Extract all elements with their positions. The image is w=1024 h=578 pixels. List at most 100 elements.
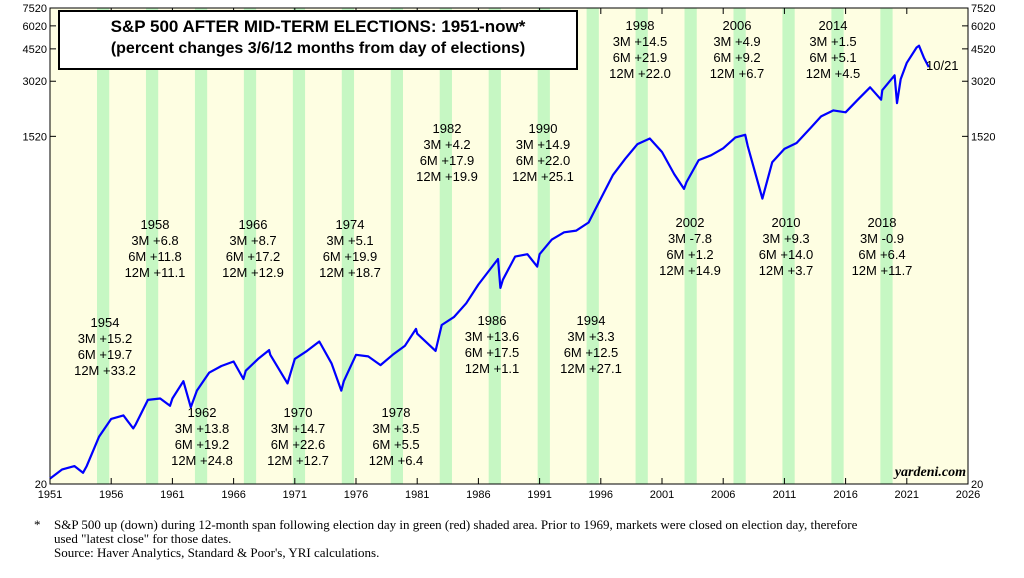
annotation-value: 3M -0.9: [860, 231, 904, 246]
shaded-period: [194, 8, 208, 484]
shaded-period: [880, 8, 893, 484]
annotation-value: 3M +13.8: [175, 421, 230, 436]
y-tick-label-right: 20: [971, 479, 983, 491]
shaded-period: [292, 8, 306, 484]
annotation-value: 6M +11.8: [128, 249, 182, 264]
x-tick-label: 1966: [221, 489, 245, 501]
annotation-year: 2002: [676, 215, 705, 230]
annotation-value: 3M +14.5: [613, 34, 668, 49]
annotation-value: 12M +6.4: [369, 453, 424, 468]
y-tick-label-right: 1520: [971, 131, 995, 143]
annotation-value: 6M +17.9: [420, 153, 475, 168]
annotation-value: 6M +14.0: [759, 247, 814, 262]
annotation-value: 3M -7.8: [668, 231, 712, 246]
annotation-value: 3M +6.8: [131, 233, 178, 248]
annotation-value: 3M +3.3: [567, 329, 614, 344]
last-value-label: 10/21: [926, 58, 959, 73]
shaded-period: [439, 8, 452, 484]
y-tick-label-right: 4520: [971, 44, 995, 56]
shaded-period: [831, 8, 844, 484]
x-tick-label: 2016: [833, 489, 857, 501]
chart-subtitle: (percent changes 3/6/12 months from day …: [110, 40, 526, 57]
annotation-value: 12M +4.5: [806, 66, 861, 81]
annotation-value: 3M +14.9: [516, 137, 571, 152]
annotation-year: 2018: [868, 215, 897, 230]
annotation-year: 1986: [478, 313, 507, 328]
annotation-value: 6M +22.0: [516, 153, 571, 168]
chart-title-box: S&P 500 AFTER MID-TERM ELECTIONS: 1951-n…: [58, 10, 578, 70]
annotation-value: 6M +19.7: [78, 347, 133, 362]
annotation-year: 1974: [336, 217, 365, 232]
shaded-period: [684, 8, 697, 484]
footnote-line-3: Source: Haver Analytics, Standard & Poor…: [54, 545, 380, 560]
annotation-year: 1966: [239, 217, 268, 232]
annotation-year: 1970: [284, 405, 313, 420]
x-tick-label: 1956: [99, 489, 123, 501]
annotation-value: 12M +11.7: [852, 263, 913, 278]
annotation-year: 1990: [529, 121, 558, 136]
annotation-value: 12M +24.8: [171, 453, 233, 468]
y-tick-label-left: 4520: [23, 44, 47, 56]
x-tick-label: 2001: [650, 489, 674, 501]
annotation-value: 12M +12.9: [222, 265, 284, 280]
y-tick-label-left: 7520: [23, 3, 47, 15]
annotation-year: 1994: [577, 313, 606, 328]
annotation-value: 3M +4.2: [423, 137, 470, 152]
annotation-value: 12M +22.0: [609, 66, 671, 81]
shaded-period: [586, 8, 599, 484]
annotation-year: 1978: [382, 405, 411, 420]
shaded-period: [782, 8, 795, 484]
x-tick-label: 2026: [956, 489, 980, 501]
footnote-line-1: S&P 500 up (down) during 12-month span f…: [54, 517, 858, 532]
annotation-year: 2010: [772, 215, 801, 230]
y-tick-label-right: 6020: [971, 21, 995, 33]
annotation-value: 3M +9.3: [762, 231, 809, 246]
x-tick-label: 1971: [283, 489, 307, 501]
annotation-value: 6M +17.5: [465, 345, 520, 360]
x-tick-label: 2006: [711, 489, 735, 501]
y-tick-label-right: 3020: [971, 76, 995, 88]
annotation-value: 6M +22.6: [271, 437, 326, 452]
y-tick-label-left: 20: [35, 479, 47, 491]
y-tick-label-left: 6020: [23, 21, 47, 33]
chart-title: S&P 500 AFTER MID-TERM ELECTIONS: 1951-n…: [110, 17, 526, 36]
annotation-value: 6M +17.2: [226, 249, 281, 264]
shaded-period: [390, 8, 404, 484]
annotation-year: 2006: [723, 18, 752, 33]
shaded-period: [537, 8, 550, 484]
sp500-line: [49, 44, 930, 480]
annotation-year: 1998: [626, 18, 655, 33]
annotation-value: 6M +9.2: [713, 50, 760, 65]
annotation-value: 3M +8.7: [229, 233, 276, 248]
annotation-value: 6M +21.9: [613, 50, 668, 65]
annotation-value: 3M +13.6: [465, 329, 520, 344]
x-tick-label: 1951: [38, 489, 62, 501]
annotation-year: 1962: [188, 405, 217, 420]
annotation-value: 6M +6.4: [858, 247, 905, 262]
annotation-value: 6M +1.2: [666, 247, 713, 262]
x-tick-label: 1991: [527, 489, 551, 501]
x-tick-label: 1961: [160, 489, 184, 501]
x-tick-label: 1986: [466, 489, 490, 501]
footnote-star: *: [34, 517, 41, 532]
annotation-value: 12M +19.9: [416, 169, 478, 184]
annotation-value: 6M +5.1: [809, 50, 856, 65]
annotation-value: 12M +1.1: [465, 361, 520, 376]
footnote-line-2: used "latest close" for those dates.: [54, 531, 232, 546]
annotation-value: 6M +19.2: [175, 437, 230, 452]
